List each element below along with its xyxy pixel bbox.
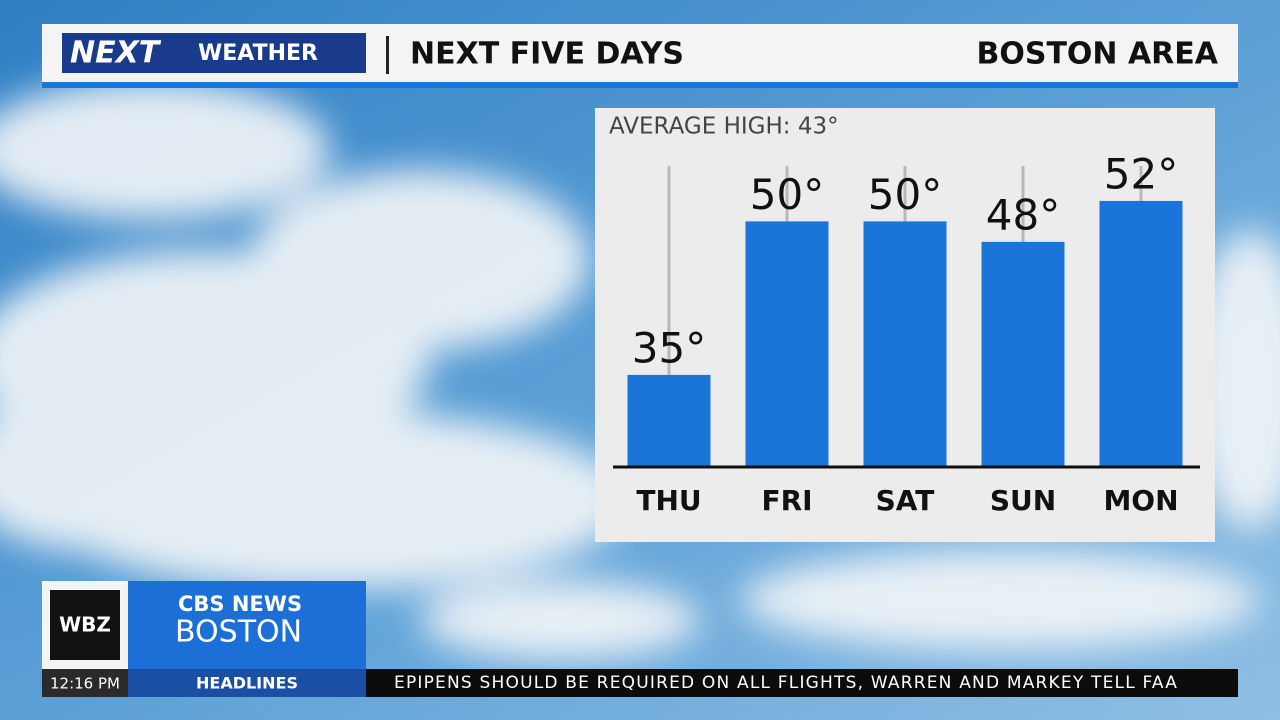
section-label: HEADLINES <box>196 674 298 693</box>
header-underline <box>42 82 1238 88</box>
bar <box>863 221 947 467</box>
value-label: 50° <box>868 170 942 219</box>
clock: 12:16 PM <box>50 675 120 693</box>
value-label: 48° <box>986 190 1060 239</box>
chart-annotation: AVERAGE HIGH: 43° <box>609 114 839 140</box>
ticker-bar <box>366 669 1238 697</box>
bar <box>745 221 829 467</box>
ticker-text: EPIPENS SHOULD BE REQUIRED ON ALL FLIGHT… <box>394 673 1178 693</box>
value-label: 52° <box>1104 149 1178 198</box>
time-box <box>42 669 128 697</box>
header-location: BOSTON AREA <box>976 37 1218 72</box>
plot-area: 35° THU 50° FRI 50° SAT 48° SUN 52° MON <box>613 149 1200 517</box>
section-box <box>128 669 366 697</box>
header-divider <box>386 36 389 74</box>
bar <box>1099 200 1183 467</box>
x-tick-label: SUN <box>990 484 1056 517</box>
value-label: 35° <box>632 323 706 372</box>
x-tick-label: MON <box>1103 484 1178 517</box>
x-tick-label: THU <box>636 484 701 517</box>
network-box <box>128 581 366 669</box>
network-name: CBS NEWS <box>178 592 302 616</box>
bar <box>981 241 1065 467</box>
bar <box>627 374 711 467</box>
x-tick-label: SAT <box>876 484 935 517</box>
header-title: NEXT FIVE DAYS <box>410 37 684 72</box>
logo-box <box>62 33 366 73</box>
x-tick-label: FRI <box>761 484 812 517</box>
network-city: BOSTON <box>175 615 302 650</box>
station-logo <box>50 590 120 660</box>
station-name: WBZ <box>59 613 111 637</box>
value-label: 50° <box>750 170 824 219</box>
logo-next: NEXT <box>70 36 162 71</box>
logo-weather: WEATHER <box>198 41 318 66</box>
